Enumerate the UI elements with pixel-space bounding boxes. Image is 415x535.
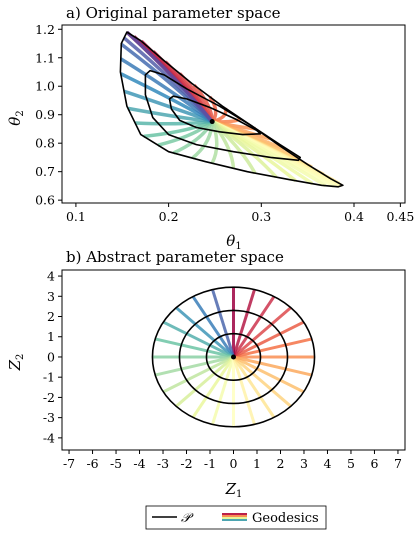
panel-a-x-tick-label: 0.45	[386, 209, 414, 224]
panel-b-circle-3	[151, 286, 316, 428]
panel-b-x-label: Z1	[225, 480, 243, 500]
panel-b-x-tick-label: 6	[370, 456, 378, 471]
panel-b-y-tick-label: 0	[47, 349, 55, 364]
panel-b-x-tick-label: 1	[253, 456, 261, 471]
panel-b-geodesic-line	[154, 337, 234, 359]
panel-a-x-tick-label: 0.3	[251, 209, 271, 224]
panel-a-y-tick-label: 1.1	[35, 50, 55, 65]
panel-b-geodesic-line	[232, 306, 292, 359]
panel-b-x-tick-label: -5	[110, 456, 122, 471]
panel-b-geodesic-line	[232, 320, 305, 359]
panel-b-geodesic-line	[162, 355, 235, 394]
panel-b-y-label: Z2	[6, 354, 26, 372]
panel-a-x-label: θ1	[226, 232, 241, 252]
panel-a-contour-2	[144, 69, 301, 162]
panel-b-geodesic-line	[233, 337, 313, 359]
panel-b-center-dot	[231, 354, 236, 360]
panel-a-title: a) Original parameter space	[66, 4, 281, 22]
panel-b-y-tick-label: -1	[43, 370, 55, 385]
panel-a-y-tick-label: 0.7	[35, 164, 55, 179]
panel-b-geodesic-line	[233, 355, 313, 377]
panel-a-geodesics	[119, 30, 343, 188]
panel-b-x-tick-label: -4	[133, 456, 145, 471]
panel-b-circle-2	[178, 309, 289, 405]
panel-b-y-tick-label: -2	[43, 390, 55, 405]
panel-b-geodesic-line	[232, 355, 292, 408]
panel-b-title: b) Abstract parameter space	[66, 248, 284, 266]
panel-a-frame	[61, 24, 406, 204]
panel-a-plot: 0.1 0.2 0.3 0.4 0.45 0.6 0.7 0.8 0.9 1.0 1.1 1.2	[35, 22, 414, 224]
panel-a-x-tick-label: 0.2	[159, 209, 179, 224]
panel-a-y-tick-label: 1.0	[35, 79, 55, 94]
panel-b-geodesic-line	[211, 289, 235, 358]
panel-b-x-tick-label: 5	[347, 456, 355, 471]
panel-b-geodesic-line	[232, 356, 276, 419]
panel-b-x-tick-label: -7	[63, 456, 75, 471]
legend-geodesics-swatch	[222, 513, 247, 521]
panel-b-y-tick-label: 4	[47, 269, 55, 284]
panel-a-x-tick-label: 0.1	[66, 209, 86, 224]
panel-b-geodesic-line	[232, 295, 276, 358]
panel-b-x-tick-label: 4	[323, 456, 331, 471]
panel-a-contour-1	[119, 31, 344, 188]
legend: 𝒫 Geodesics	[145, 505, 327, 530]
panel-a-y-label: θ2	[6, 110, 26, 125]
panel-b-x-tick-label: 7	[394, 456, 402, 471]
panel-a-y-ticks: 0.6 0.7 0.8 0.9 1.0 1.1 1.2	[35, 22, 62, 208]
panel-b-x-tick-label: -3	[157, 456, 169, 471]
panel-b-circle-1	[205, 332, 262, 382]
panel-b-y-ticks: -4 -3 -2 -1 0 1 2 3 4	[43, 269, 62, 445]
panel-a-y-tick-label: 0.6	[35, 193, 55, 208]
panel-a-x-tick-label: 0.4	[344, 209, 364, 224]
panel-a-x-ticks: 0.1 0.2 0.3 0.4 0.45	[66, 203, 414, 224]
panel-b-circles	[151, 286, 316, 428]
panel-a-y-tick-label: 0.9	[35, 107, 55, 122]
panel-b-x-tick-label: 2	[277, 456, 285, 471]
panel-a-y-tick-label: 1.2	[35, 22, 55, 37]
panel-a-center-dot	[209, 119, 215, 125]
panel-b-geodesic-line	[191, 356, 235, 419]
panel-b-y-tick-label: 3	[47, 289, 55, 304]
panel-b-center-point	[231, 354, 236, 360]
panel-b-geodesic-line	[175, 355, 235, 408]
panel-b-x-tick-label: 3	[300, 456, 308, 471]
panel-a-y-tick-label: 0.8	[35, 136, 55, 151]
panel-b-y-tick-label: -4	[43, 430, 55, 445]
panel-b-y-tick-label: 1	[47, 329, 55, 344]
legend-geodesics-label: Geodesics	[252, 511, 319, 526]
panel-b-geodesic-line	[162, 320, 235, 359]
panel-b-x-tick-label: -6	[86, 456, 98, 471]
panel-a-geodesic-line	[125, 30, 214, 123]
panel-b-x-tick-label: -2	[180, 456, 192, 471]
panel-b-y-tick-label: -3	[43, 410, 55, 425]
panel-b-y-tick-label: 2	[47, 309, 55, 324]
panel-b-geodesic-line	[191, 295, 235, 358]
panel-b-geodesic-line	[232, 289, 256, 358]
panel-b-x-ticks: -7 -6 -5 -4 -3 -2 -1 0 1 2 3 4 5 6 7	[63, 450, 402, 471]
panel-b-x-tick-label: -1	[204, 456, 216, 471]
panel-b-geodesic-line	[232, 355, 305, 394]
panel-b-geodesic-line	[154, 355, 234, 377]
panel-b-geodesic-line	[232, 356, 256, 425]
panel-b-geodesics	[152, 287, 315, 427]
panel-b-geodesic-line	[175, 306, 235, 359]
panel-a-contours	[119, 31, 344, 188]
panel-b-geodesic-line	[211, 356, 235, 425]
panel-a-contour-3	[168, 95, 262, 136]
panel-a-center-point	[209, 119, 215, 125]
panel-b-x-tick-label: 0	[230, 456, 238, 471]
